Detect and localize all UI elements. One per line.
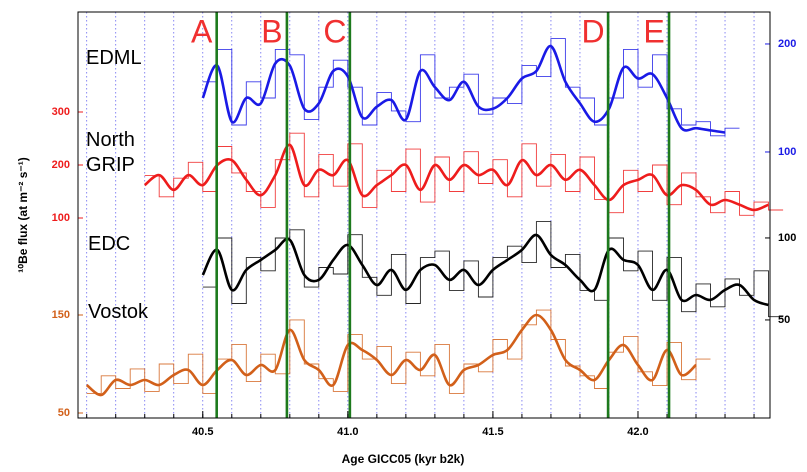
smooth-line (143, 143, 770, 212)
smooth-line (85, 313, 697, 397)
series-label: North GRIP (86, 129, 135, 176)
x-axis-title: Age GICC05 (kyr b2k) (342, 452, 465, 466)
x-tick-label: 40.5 (192, 426, 213, 438)
event-label: B (261, 13, 282, 49)
y-tick-label: 150 (52, 309, 70, 321)
event-label: E (643, 13, 664, 49)
series-label: EDML (86, 47, 142, 69)
y-tick-label: 100 (778, 232, 796, 244)
y-tick-label: 100 (52, 212, 70, 224)
y-tick-label: 200 (778, 38, 796, 50)
series-label: EDC (88, 233, 131, 255)
y-tick-label: 50 (778, 314, 790, 326)
y-axis-title: ¹⁰Be flux (at m⁻² s⁻¹) (16, 157, 30, 272)
smooth-line (201, 44, 726, 134)
smooth-line (201, 233, 769, 307)
series-label: Vostok (88, 301, 149, 323)
x-tick-label: 41.5 (482, 426, 503, 438)
raw-line (202, 38, 740, 137)
plot-frame (77, 11, 771, 419)
event-label: D (582, 13, 605, 49)
y-tick-label: 100 (778, 146, 796, 158)
y-tick-label: 300 (52, 106, 70, 118)
raw-line (144, 132, 784, 216)
y-tick-label: 50 (58, 407, 70, 419)
raw-line (202, 221, 784, 318)
x-tick-label: 42.0 (627, 426, 648, 438)
raw-line (86, 309, 711, 394)
x-tick-label: 41.0 (337, 426, 358, 438)
y-tick-label: 200 (52, 159, 70, 171)
event-label: C (323, 13, 346, 49)
event-label: A (191, 13, 213, 49)
